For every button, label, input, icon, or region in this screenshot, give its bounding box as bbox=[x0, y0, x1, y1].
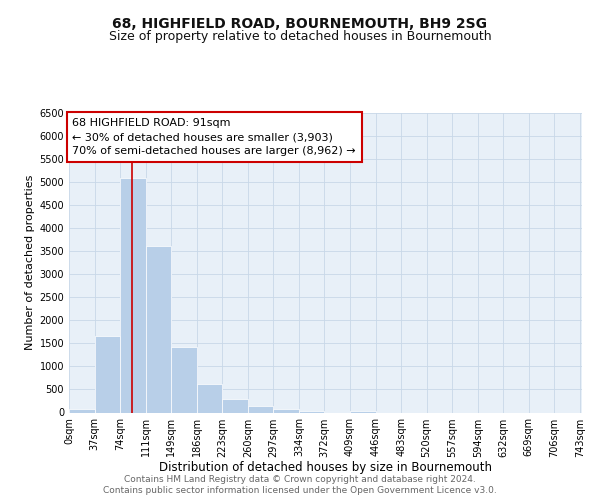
Y-axis label: Number of detached properties: Number of detached properties bbox=[25, 175, 35, 350]
Bar bbox=[274, 409, 299, 412]
Bar bbox=[248, 406, 274, 412]
Text: Size of property relative to detached houses in Bournemouth: Size of property relative to detached ho… bbox=[109, 30, 491, 43]
X-axis label: Distribution of detached houses by size in Bournemouth: Distribution of detached houses by size … bbox=[159, 461, 492, 474]
Text: 68 HIGHFIELD ROAD: 91sqm
← 30% of detached houses are smaller (3,903)
70% of sem: 68 HIGHFIELD ROAD: 91sqm ← 30% of detach… bbox=[73, 118, 356, 156]
Bar bbox=[146, 246, 171, 412]
Bar bbox=[95, 336, 120, 412]
Bar bbox=[120, 178, 146, 412]
Text: Contains HM Land Registry data © Crown copyright and database right 2024.: Contains HM Land Registry data © Crown c… bbox=[124, 475, 476, 484]
Bar bbox=[171, 346, 197, 412]
Bar bbox=[69, 409, 95, 412]
Bar bbox=[222, 398, 248, 412]
Text: Contains public sector information licensed under the Open Government Licence v3: Contains public sector information licen… bbox=[103, 486, 497, 495]
Text: 68, HIGHFIELD ROAD, BOURNEMOUTH, BH9 2SG: 68, HIGHFIELD ROAD, BOURNEMOUTH, BH9 2SG bbox=[113, 18, 487, 32]
Bar bbox=[197, 384, 222, 412]
